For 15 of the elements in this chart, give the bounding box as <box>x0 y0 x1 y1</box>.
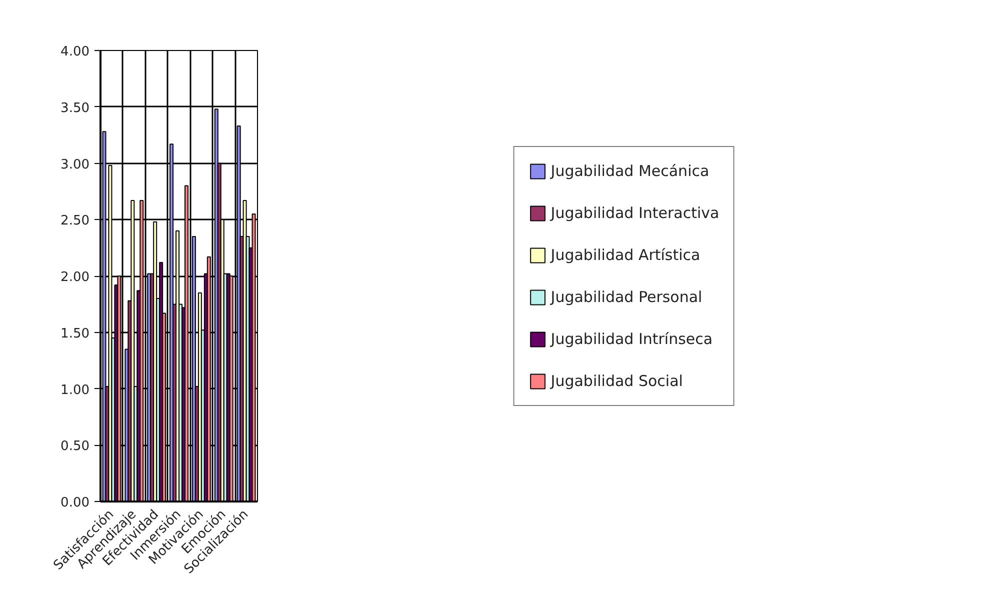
legend-label: Jugabilidad Intrínseca <box>550 328 713 348</box>
legend-label: Jugabilidad Interactiva <box>550 202 720 222</box>
y-tick-label: 3.50 <box>60 100 90 116</box>
y-tick-label: 3.00 <box>60 157 90 172</box>
legend-label: Jugabilidad Personal <box>550 286 702 306</box>
legend-label: Jugabilidad Mecánica <box>550 160 710 180</box>
y-tick-label: 0.50 <box>60 439 90 454</box>
legend-label: Jugabilidad Artística <box>550 244 700 264</box>
y-tick-label: 2.50 <box>60 214 90 229</box>
legend-label: Jugabilidad Social <box>550 370 683 390</box>
y-tick-label: 0.00 <box>60 496 90 510</box>
y-tick-label: 1.00 <box>60 382 90 398</box>
y-tick-label: 1.50 <box>60 326 90 342</box>
y-tick-label: 2.00 <box>60 270 90 285</box>
y-tick-label: 4.00 <box>60 44 90 60</box>
